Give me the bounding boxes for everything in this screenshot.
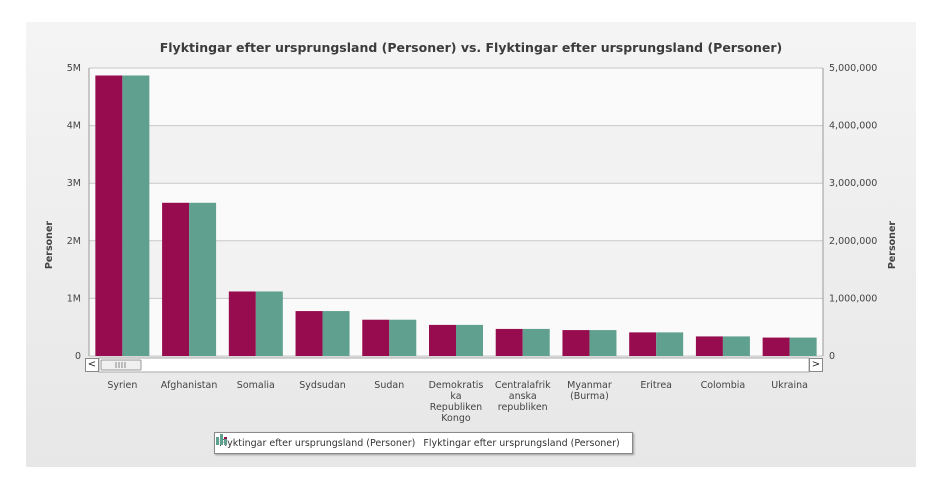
right-tick-label: 5,000,000 [829,63,877,74]
bar-1 [95,75,123,356]
bar-1 [295,311,323,356]
bar-1 [362,319,390,356]
category-label: Ukraina [771,380,808,391]
category-label-line: republiken [498,402,548,413]
scrollbar-track [98,357,810,373]
legend-label: Flyktingar efter ursprungsland (Personer… [423,437,620,449]
category-label: Myanmar (Burma) [567,380,612,402]
bar-1 [562,330,590,356]
category-label-line: Afghanistan [161,380,218,391]
y-axis-title-left: Personer [44,221,55,269]
bar-1 [162,202,190,356]
left-tick-label: 5M [67,63,81,74]
y-axis-title-right: Personer [887,221,898,269]
category-label: Eritrea [640,380,672,391]
right-tick-label: 4,000,000 [829,121,877,132]
bar-chart-icon [216,434,227,445]
category-label-line: Syrien [107,380,137,391]
bar-2 [389,319,417,356]
bar-2 [789,337,817,356]
bar-1 [228,291,256,356]
category-label-line: ka [450,391,461,402]
bar-1 [629,332,657,356]
legend-item-2[interactable]: Flyktingar efter ursprungsland (Personer… [216,434,620,449]
bar-2 [322,311,350,356]
category-label: Somalia [237,380,275,391]
category-label-line: Myanmar [567,380,612,391]
legend-label: Flyktingar efter ursprungsland (Personer… [219,437,416,449]
bar-1 [762,337,790,356]
left-tick-label: 2M [67,236,81,247]
category-label: Afghanistan [161,380,218,391]
chart-title: Flyktingar efter ursprungsland (Personer… [159,40,783,55]
left-tick-label: 4M [67,121,81,132]
scroll-left-button[interactable]: < [85,358,99,372]
category-label-line: Colombia [701,380,746,391]
right-tick-label: 3,000,000 [829,178,877,189]
bar-2 [255,291,283,356]
category-label-line: Sydsudan [299,380,346,391]
left-tick-label: 3M [67,178,81,189]
category-label-line: (Burma) [570,391,609,402]
bar-2 [189,202,217,356]
bar-2 [456,324,483,356]
scrollbar-thumb [100,359,142,371]
category-label-line: Sudan [374,380,404,391]
category-label-line: Demokratis [429,380,484,391]
scroll-right-button[interactable]: > [809,358,823,372]
right-tick-label: 0 [829,351,835,362]
bar-1 [695,336,723,356]
category-label-line: Eritrea [640,380,672,391]
bar-2 [522,328,550,356]
legend: Flyktingar efter ursprungsland (Personer… [214,432,633,454]
category-label: Syrien [107,380,137,391]
category-label: Sydsudan [299,380,346,391]
category-label-line: anska [509,391,537,402]
left-tick-label: 0 [75,351,81,362]
category-label-line: Ukraina [771,380,808,391]
bar-2 [589,330,617,356]
plot-band [89,125,823,184]
bar-2 [722,336,750,356]
right-tick-label: 1,000,000 [829,293,877,304]
category-label-line: Centralafrik [495,380,551,391]
left-tick-label: 1M [67,293,81,304]
bar-1 [495,328,523,356]
category-label: Colombia [701,380,746,391]
category-label: Centralafrik anska republiken [495,380,551,413]
bar-2 [656,332,684,356]
category-label: Sudan [374,380,404,391]
right-tick-label: 2,000,000 [829,236,877,247]
category-label-line: Republiken [430,402,482,413]
bar-2 [122,75,150,356]
category-label: Demokratis ka Republiken Kongo [429,380,484,424]
plot-band [89,68,823,126]
bar-1 [429,324,456,356]
category-label-line: Somalia [237,380,275,391]
category-label-line: Kongo [441,413,471,424]
